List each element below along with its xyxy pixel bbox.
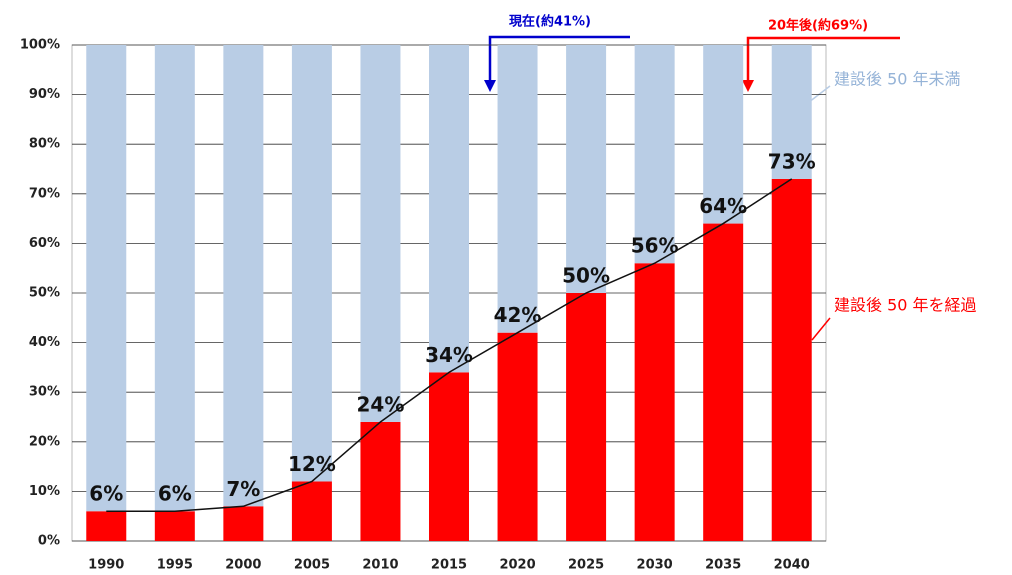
bar-segment <box>291 481 332 541</box>
y-tick-label: 60% <box>29 236 60 251</box>
x-tick-label: 2030 <box>637 558 673 573</box>
x-tick-label: 2005 <box>294 558 330 573</box>
bar-segment <box>497 45 538 333</box>
x-tick-label: 2000 <box>225 558 261 573</box>
y-tick-label: 100% <box>20 38 60 53</box>
x-tick-label: 1990 <box>88 558 124 573</box>
data-label: 12% <box>288 452 336 476</box>
trend-line <box>106 178 793 512</box>
bar-segment <box>634 263 675 541</box>
x-tick-label: 2020 <box>499 558 535 573</box>
x-tick-label: 2025 <box>568 558 604 573</box>
y-tick-label: 30% <box>29 385 60 400</box>
data-label: 6% <box>89 482 123 506</box>
y-tick-label: 70% <box>29 186 60 201</box>
bar-segment <box>771 45 812 179</box>
bar-segment <box>634 45 675 264</box>
data-label: 24% <box>357 392 405 416</box>
data-label: 64% <box>699 194 747 218</box>
data-label: 34% <box>425 343 473 367</box>
x-tick-label: 2040 <box>774 558 810 573</box>
bar-segment <box>771 178 812 542</box>
annotation-current: 現在(約41%) <box>484 14 630 92</box>
x-tick-label: 2035 <box>705 558 741 573</box>
data-label: 56% <box>631 234 679 258</box>
data-label: 42% <box>494 303 542 327</box>
y-tick-label: 50% <box>29 286 60 301</box>
bar-segment <box>154 45 195 512</box>
data-label: 7% <box>226 477 260 501</box>
y-tick-label: 20% <box>29 434 60 449</box>
y-tick-label: 0% <box>38 534 60 549</box>
data-label: 50% <box>562 264 610 288</box>
x-tick-label: 2010 <box>362 558 398 573</box>
bar-segment <box>86 45 127 512</box>
y-tick-label: 10% <box>29 484 60 499</box>
bar-segment <box>703 45 744 224</box>
annotation-future: 20年後(約69%) <box>742 18 900 92</box>
bar-segment <box>154 511 195 541</box>
bar-segment <box>360 45 401 422</box>
arrow-head <box>742 80 754 92</box>
bar-segment <box>223 506 264 541</box>
arrow-head <box>484 80 496 92</box>
annotation: 20年後(約69%) <box>768 18 868 34</box>
bar-segment <box>429 372 469 541</box>
annotation: 現在(約41%) <box>509 14 591 30</box>
arrow <box>488 35 630 84</box>
y-tick-label: 80% <box>29 137 60 152</box>
bar-segment <box>291 45 332 482</box>
x-tick-label: 2015 <box>431 558 467 573</box>
bar-segment <box>566 293 607 541</box>
legend-label: 建設後 50 年未満 <box>834 70 961 89</box>
bar-segment <box>429 45 469 373</box>
leader-line <box>811 317 831 341</box>
data-label: 6% <box>158 482 192 506</box>
bar-segment <box>360 421 401 541</box>
bar-segment <box>497 332 538 541</box>
bar-segment <box>86 511 127 541</box>
arrow <box>746 36 900 84</box>
legend-label: 建設後 50 年を経過 <box>834 296 977 315</box>
bar-segment <box>703 223 744 541</box>
x-tick-label: 1995 <box>157 558 193 573</box>
bar-segment <box>566 45 607 293</box>
data-label: 73% <box>768 149 816 173</box>
bar-segment <box>223 45 264 507</box>
y-tick-label: 40% <box>29 335 60 350</box>
y-tick-label: 90% <box>29 87 60 102</box>
